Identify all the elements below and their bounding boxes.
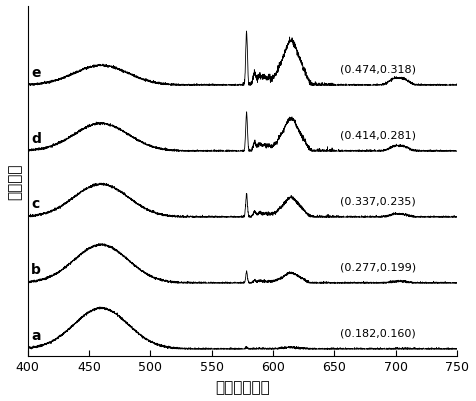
Text: a: a: [31, 329, 40, 342]
Text: d: d: [31, 131, 41, 145]
Y-axis label: 相对强度: 相对强度: [7, 163, 22, 200]
Text: (0.474,0.318): (0.474,0.318): [340, 64, 416, 74]
Text: (0.182,0.160): (0.182,0.160): [340, 327, 416, 337]
Text: (0.337,0.235): (0.337,0.235): [340, 196, 416, 206]
Text: e: e: [31, 65, 40, 79]
X-axis label: 波长（纳米）: 波长（纳米）: [215, 379, 269, 394]
Text: b: b: [31, 263, 41, 277]
Text: (0.414,0.281): (0.414,0.281): [340, 130, 416, 140]
Text: (0.277,0.199): (0.277,0.199): [340, 261, 416, 271]
Text: c: c: [31, 197, 40, 211]
